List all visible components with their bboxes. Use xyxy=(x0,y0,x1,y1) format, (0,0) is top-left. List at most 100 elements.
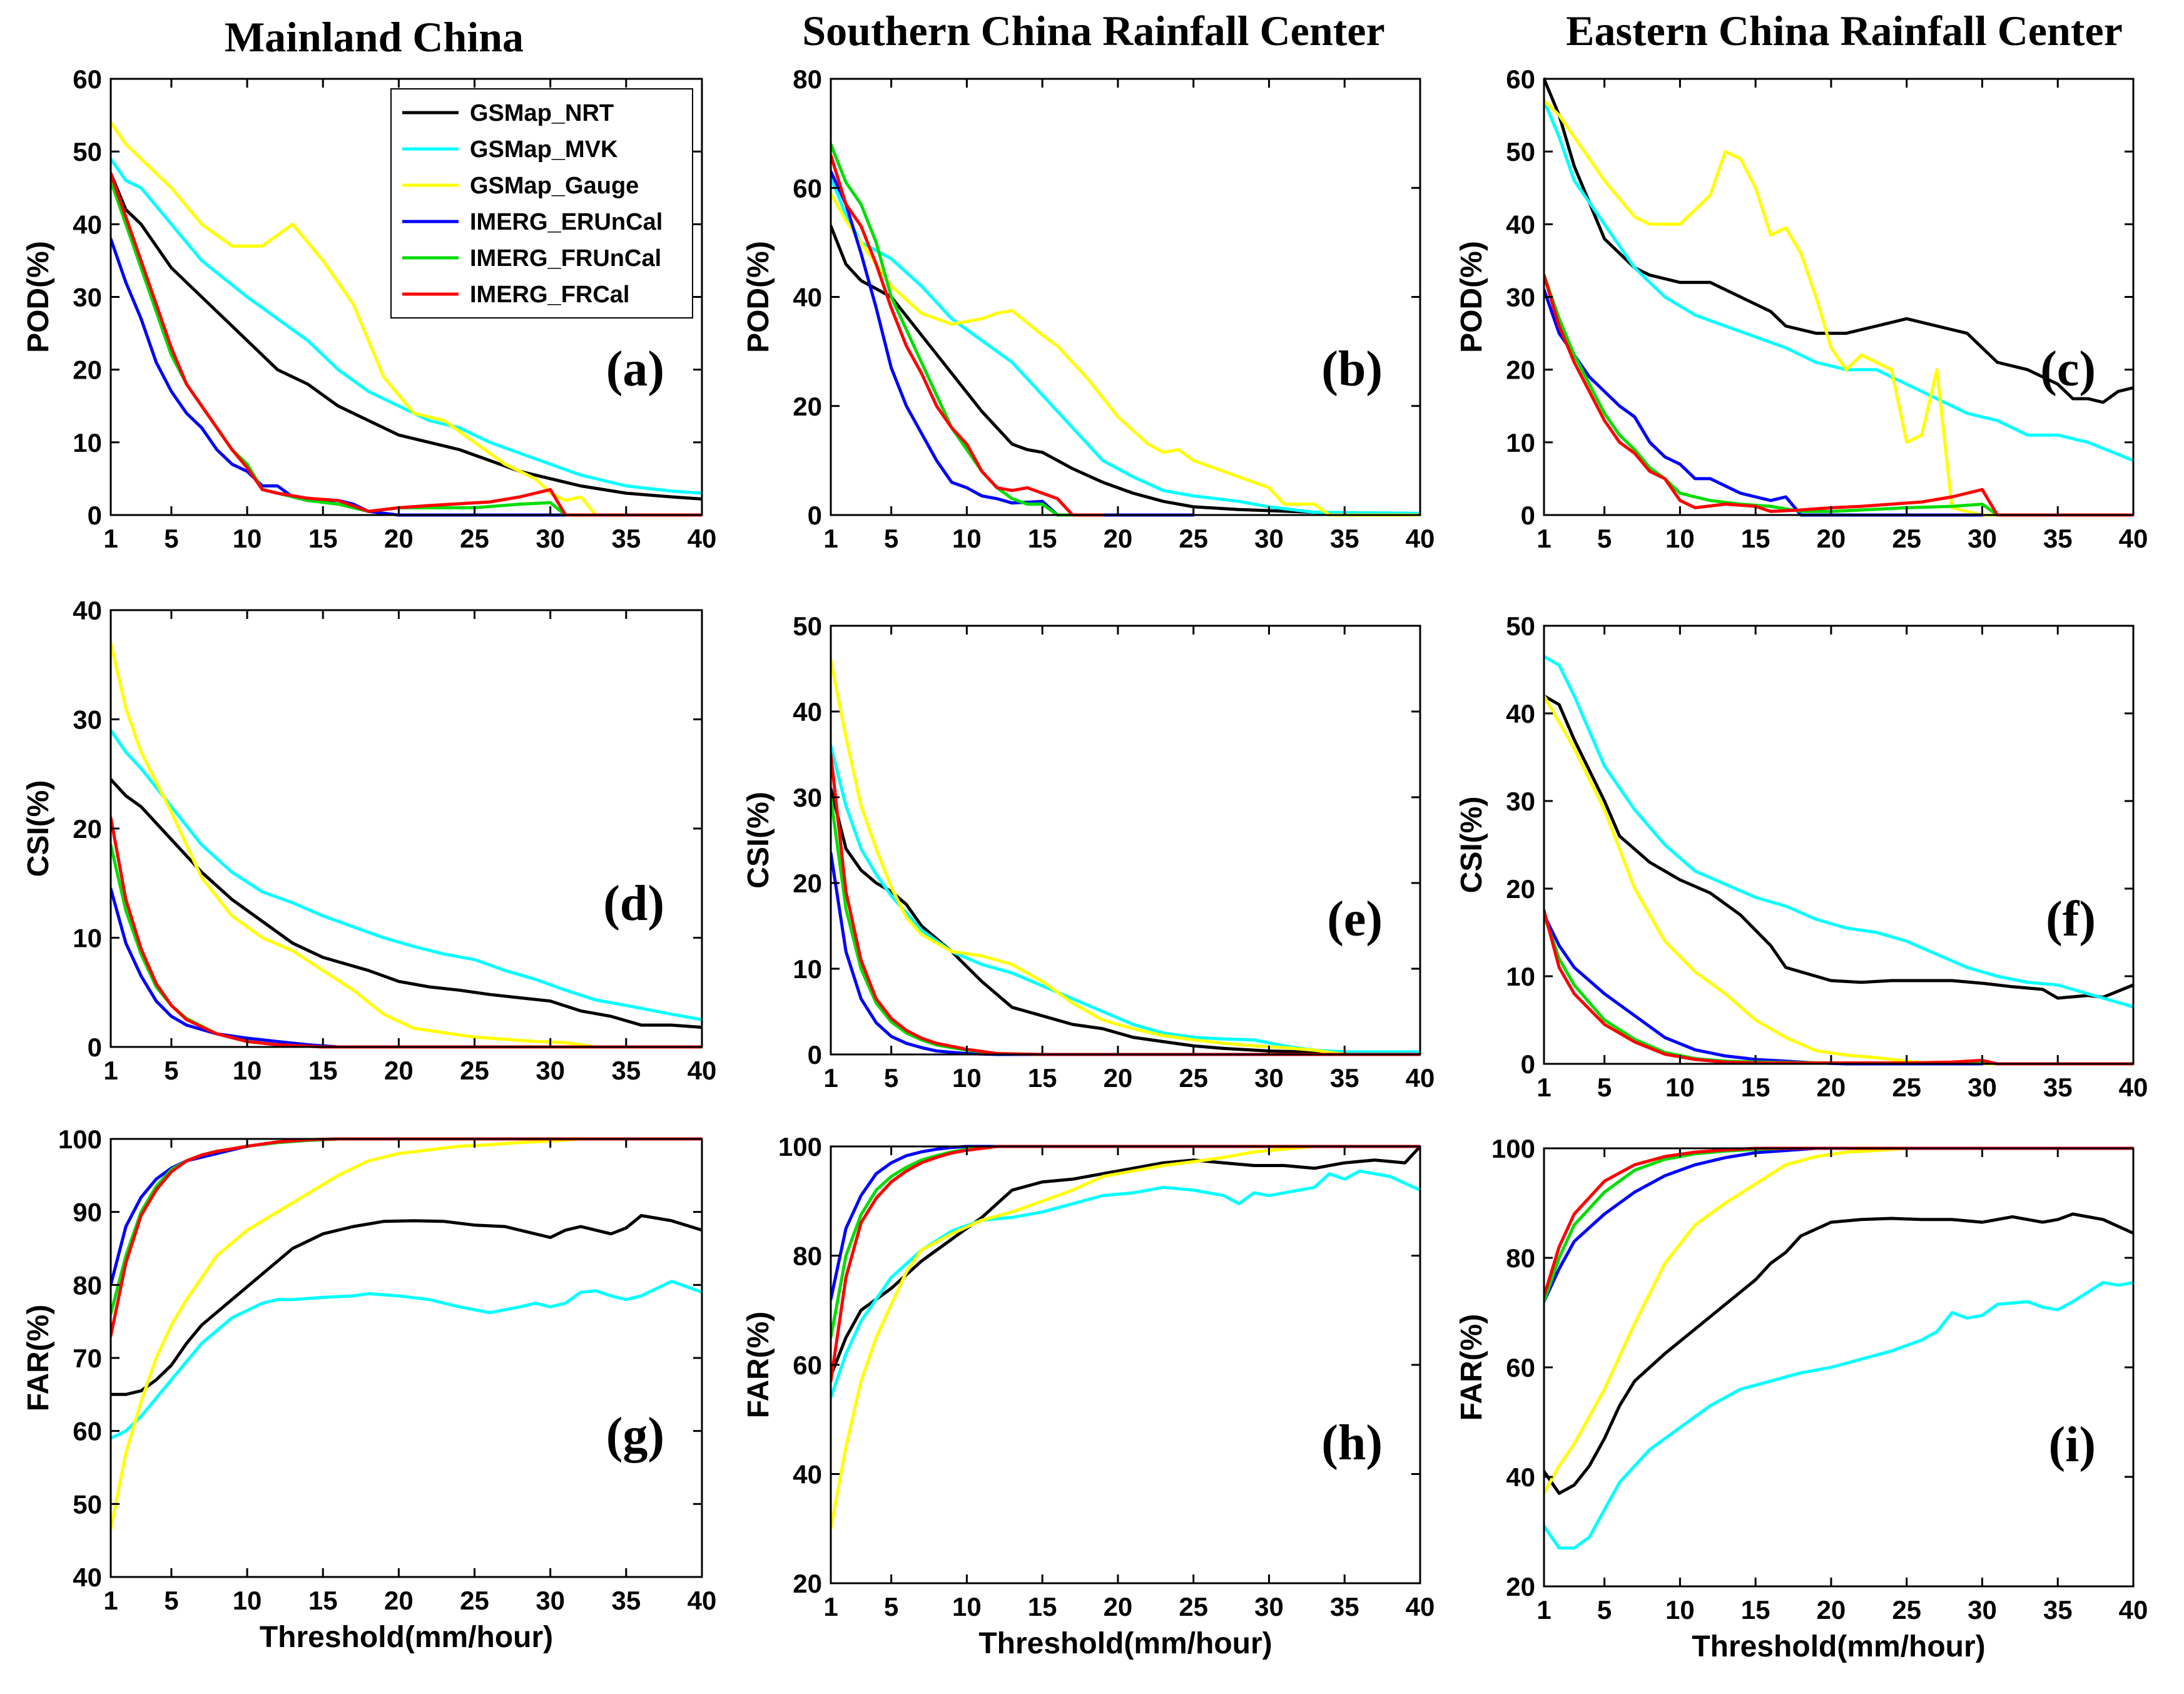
x-tick-label: 10 xyxy=(233,524,262,553)
series-line-gsmap-mvk xyxy=(111,1280,702,1440)
x-tick-label: 10 xyxy=(233,1586,262,1615)
x-tick-label: 35 xyxy=(1330,1063,1359,1093)
x-tick-label: 20 xyxy=(384,1586,414,1615)
series-line-gsmap-gauge xyxy=(831,1145,1420,1531)
x-tick-label: 15 xyxy=(308,1056,338,1085)
x-tick-label: 1 xyxy=(1536,524,1551,553)
y-tick-label: 100 xyxy=(778,1132,822,1161)
y-tick-label: 80 xyxy=(73,1270,102,1300)
x-tick-label: 40 xyxy=(1406,524,1435,553)
x-tick-label: 1 xyxy=(823,1592,838,1621)
x-tick-label: 25 xyxy=(460,524,489,553)
y-tick-label: 30 xyxy=(1506,787,1535,816)
y-tick-label: 60 xyxy=(1506,64,1535,94)
x-tick-label: 20 xyxy=(384,524,414,553)
y-tick-label: 40 xyxy=(1506,1462,1535,1492)
series-line-gsmap-nrt xyxy=(111,778,702,1029)
x-tick-label: 5 xyxy=(164,1056,178,1085)
x-tick-label: 15 xyxy=(1028,524,1057,553)
x-tick-label: 15 xyxy=(1741,1073,1770,1102)
x-tick-label: 35 xyxy=(1330,524,1359,553)
x-tick-label: 15 xyxy=(1741,1595,1770,1625)
panel-label: (i) xyxy=(2048,1417,2096,1472)
y-tick-label: 20 xyxy=(793,1569,822,1598)
panel-label: (b) xyxy=(1321,342,1383,397)
column-title-eastern: Eastern China Rainfall Center xyxy=(1566,7,2123,54)
series-line-gsmap-nrt xyxy=(831,224,1420,516)
series-line-imerg-frcal xyxy=(1544,273,2133,517)
y-axis-label: CSI(%) xyxy=(22,780,55,877)
series-line-gsmap-gauge xyxy=(1544,694,2133,1066)
y-tick-label: 40 xyxy=(793,697,822,727)
column-title-mainland: Mainland China xyxy=(225,13,524,61)
legend-entry: GSMap_NRT xyxy=(470,100,614,126)
x-tick-label: 30 xyxy=(1968,1073,1997,1102)
x-tick-label: 1 xyxy=(103,524,118,553)
panel-i: 1 5 10 15 20 25 30 35 4020406080100FAR(%)Thresho… xyxy=(1455,1134,2148,1663)
y-tick-label: 70 xyxy=(73,1344,102,1373)
series-line-imerg-frcal xyxy=(831,1145,1420,1383)
series-line-gsmap-nrt xyxy=(111,171,702,501)
y-axis-label: FAR(%) xyxy=(1455,1314,1488,1421)
y-tick-label: 20 xyxy=(73,814,102,844)
legend-box xyxy=(390,88,693,319)
y-tick-label: 0 xyxy=(808,1040,822,1069)
y-axis-label: POD(%) xyxy=(742,241,775,353)
y-tick-label: 30 xyxy=(1506,283,1535,312)
y-tick-label: 40 xyxy=(73,596,102,625)
x-tick-label: 5 xyxy=(884,1592,898,1621)
x-tick-label: 10 xyxy=(1665,1595,1695,1625)
y-tick-label: 30 xyxy=(73,705,102,735)
panel-label: (d) xyxy=(603,876,664,931)
series-line-gsmap-gauge xyxy=(111,121,702,517)
series-line-imerg-frcal xyxy=(1544,909,2133,1066)
series-line-imerg-eruncal xyxy=(1544,1146,2133,1304)
x-tick-label: 10 xyxy=(952,1592,982,1621)
x-tick-label: 10 xyxy=(1665,1073,1695,1102)
legend-entry: IMERG_FRCal xyxy=(470,282,629,308)
y-tick-label: 60 xyxy=(73,1417,102,1446)
y-axis-label: FAR(%) xyxy=(742,1312,775,1419)
x-tick-label: 1 xyxy=(823,1063,838,1093)
series-line-imerg-fruncal xyxy=(1544,273,2133,517)
y-tick-label: 80 xyxy=(793,1242,822,1271)
y-tick-label: 20 xyxy=(793,392,822,421)
y-tick-label: 50 xyxy=(73,137,102,166)
x-tick-label: 25 xyxy=(460,1586,489,1615)
series-line-gsmap-mvk xyxy=(831,744,1420,1054)
y-tick-label: 0 xyxy=(808,501,822,530)
axes-frame xyxy=(1543,625,2135,1065)
series-line-gsmap-gauge xyxy=(111,1137,702,1531)
x-tick-label: 35 xyxy=(611,1056,641,1085)
legend-entry: IMERG_ERUnCal xyxy=(470,209,663,235)
series-group-f xyxy=(1544,655,2133,1066)
panel-label: (g) xyxy=(606,1408,664,1463)
x-axis-label: Threshold(mm/hour) xyxy=(1692,1630,1985,1663)
x-tick-label: 15 xyxy=(308,1586,338,1615)
series-line-gsmap-mvk xyxy=(111,157,702,495)
x-tick-label: 10 xyxy=(952,524,982,553)
series-group-a xyxy=(111,121,702,517)
series-line-imerg-eruncal xyxy=(111,237,567,517)
y-tick-label: 0 xyxy=(88,501,102,530)
y-tick-label: 80 xyxy=(1506,1243,1535,1273)
x-tick-label: 40 xyxy=(688,1586,717,1615)
y-tick-label: 10 xyxy=(1506,428,1535,457)
series-group-i xyxy=(1544,1146,2133,1550)
x-tick-label: 30 xyxy=(536,1056,565,1085)
x-tick-label: 5 xyxy=(884,524,898,553)
series-line-imerg-frcal xyxy=(831,153,1105,517)
x-tick-label: 35 xyxy=(1330,1592,1359,1621)
x-tick-label: 40 xyxy=(1406,1592,1435,1621)
x-tick-label: 15 xyxy=(1028,1063,1057,1093)
panel-label: (f) xyxy=(2046,892,2096,947)
series-line-gsmap-nrt xyxy=(111,1214,702,1396)
x-tick-label: 35 xyxy=(2043,1595,2073,1625)
series-line-gsmap-gauge xyxy=(831,191,1420,517)
